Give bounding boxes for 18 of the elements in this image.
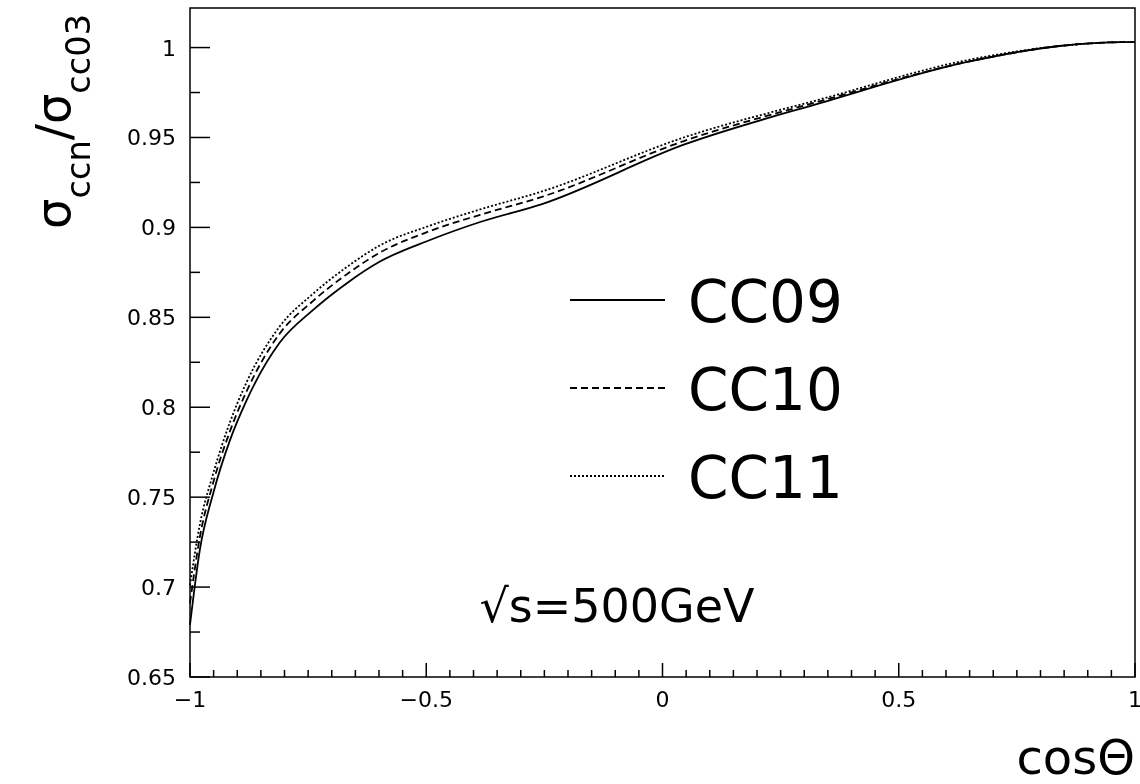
legend-label: CC10 <box>688 356 843 424</box>
legend-label: CC09 <box>688 268 843 336</box>
x-tick-label: 0.5 <box>881 687 917 712</box>
y-tick-label: 0.8 <box>141 395 176 421</box>
y-tick-label: 0.95 <box>127 125 176 151</box>
y-tick-label: 0.65 <box>127 665 176 690</box>
y-tick-label: 1 <box>162 35 176 61</box>
y-tick-label: 0.9 <box>141 215 176 241</box>
x-tick-label: 1 <box>1128 687 1140 712</box>
x-axis-title: cosΘ <box>1016 729 1135 784</box>
y-tick-label: 0.7 <box>141 575 176 601</box>
y-tick-label: 0.75 <box>127 485 176 511</box>
x-tick-label: −1 <box>173 687 207 712</box>
x-tick-label: 0 <box>655 687 670 712</box>
x-tick-label: −0.5 <box>399 687 453 712</box>
y-tick-label: 0.85 <box>127 305 176 331</box>
annotation: √s=500GeV <box>479 579 756 633</box>
legend-label: CC11 <box>688 444 843 512</box>
